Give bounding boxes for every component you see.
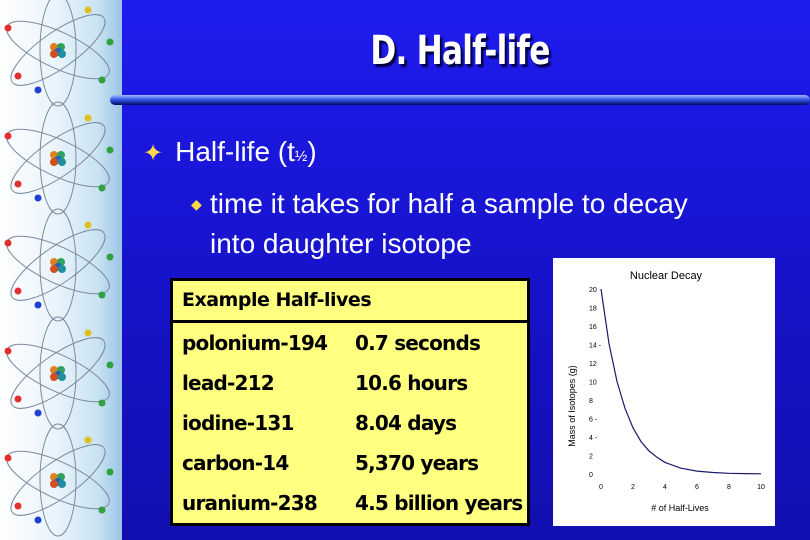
table-row: polonium-194 0.7 seconds: [173, 323, 527, 363]
chart-y-tick-label: 0: [589, 472, 593, 479]
atom-decoration-strip: [0, 0, 122, 540]
half-life-value: 0.7 seconds: [355, 331, 481, 355]
isotope-name: lead-212: [182, 371, 275, 395]
half-life-value: 10.6 hours: [355, 371, 468, 395]
chart-x-label: # of Half-Lives: [651, 503, 709, 513]
chart-y-tick-label: 12: [589, 361, 597, 368]
chart-y-tick-label: 18: [589, 306, 597, 313]
atom-icon: [4, 101, 114, 215]
bullet-definition: ◆ time it takes for half a sample to dec…: [191, 184, 711, 264]
slide-title: D. Half-life: [370, 28, 550, 74]
bullet-half-life-text: Half-life (t: [175, 136, 295, 167]
chart-x-tick-label: 0: [599, 484, 603, 491]
isotope-name: carbon-14: [182, 451, 289, 475]
atom-icon: [4, 423, 114, 537]
isotope-name: uranium-238: [182, 491, 318, 515]
chart-series-line: [600, 288, 762, 475]
four-point-star-icon: ✦: [143, 140, 164, 167]
diamond-bullet-icon: ◆: [191, 196, 202, 212]
bullet-half-life-close: ): [307, 136, 317, 167]
isotope-name: polonium-194: [182, 331, 328, 355]
chart-y-tick-label: 6 -: [589, 417, 598, 424]
chart-title: Nuclear Decay: [630, 270, 703, 282]
table-row: lead-212 10.6 hours: [173, 363, 527, 403]
isotope-name: iodine-131: [182, 411, 294, 435]
atom-icon: [4, 316, 114, 430]
atom-icon: [4, 0, 114, 537]
chart-y-tick-label: 20: [589, 287, 597, 294]
chart-x-tick-label: 4: [663, 484, 667, 491]
chart-y-tick-label: 16: [589, 324, 597, 331]
chart-x-tick-label: 6: [695, 484, 699, 491]
half-life-value: 8.04 days: [355, 411, 457, 435]
half-life-value: 5,370 years: [355, 451, 479, 475]
chart-y-tick-label: 14 -: [589, 343, 602, 350]
chart-x-tick-label: 8: [727, 484, 731, 491]
half-life-table: Example Half-lives polonium-194 0.7 seco…: [170, 278, 530, 526]
chart-y-tick-label: 2: [589, 454, 593, 461]
chart-x-tick-label: 10: [757, 484, 765, 491]
chart-y-tick-label: 8: [589, 398, 593, 405]
table-header: Example Half-lives: [173, 281, 527, 323]
half-life-value: 4.5 billion years: [355, 491, 523, 515]
table-row: uranium-238 4.5 billion years: [173, 483, 527, 523]
chart-x-tick-label: 2: [631, 484, 635, 491]
title-divider: [110, 95, 810, 105]
atom-icon: [4, 0, 114, 107]
bullet-definition-text: time it takes for half a sample to decay…: [210, 188, 688, 259]
atom-icon: [4, 208, 114, 322]
chart-y-label: Mass of Isotopes (g): [567, 365, 577, 447]
chart-y-tick-label: 10: [589, 380, 597, 387]
table-row: carbon-14 5,370 years: [173, 443, 527, 483]
nuclear-decay-chart: Nuclear Decay Mass of Isotopes (g) # of …: [553, 258, 775, 526]
table-row: iodine-131 8.04 days: [173, 403, 527, 443]
chart-y-tick-label: 4 -: [589, 435, 598, 442]
bullet-half-life: ✦ Half-life (t ½): [143, 136, 317, 168]
bullet-half-life-subscript: ½: [294, 148, 308, 165]
